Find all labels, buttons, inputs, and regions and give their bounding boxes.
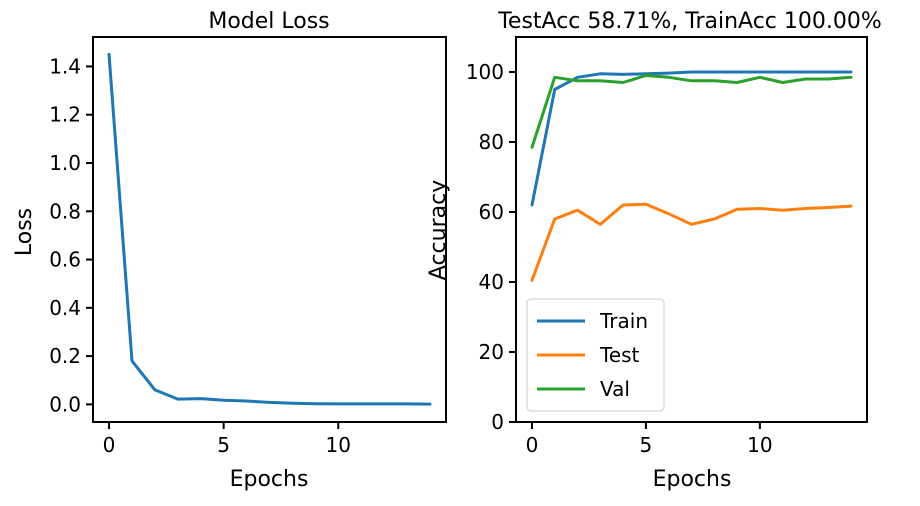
loss-chart: Model Loss Epochs Loss 0 5 100.00.20.40.60… — [12, 9, 447, 492]
y-tick-label: 0 — [491, 410, 504, 434]
y-tick-label: 1.2 — [49, 103, 81, 127]
legend: Train Test Val — [526, 298, 665, 412]
legend-box — [526, 298, 665, 412]
loss-y-axis-label: Loss — [12, 208, 37, 256]
loss-x-axis-label: Epochs — [230, 467, 309, 492]
loss-lines — [107, 52, 432, 406]
loss-chart-title: Model Loss — [208, 9, 329, 34]
legend-label: Val — [600, 377, 630, 401]
y-tick-label: 100 — [466, 60, 504, 84]
accuracy-plot-frame — [515, 36, 868, 423]
series-line-test — [530, 202, 853, 282]
accuracy-x-axis-label: Epochs — [653, 467, 732, 492]
legend-items: Train Test Val — [537, 309, 648, 401]
y-tick-label: 1.0 — [49, 151, 81, 175]
accuracy-chart: TestAcc 58.71%, TrainAcc 100.00% Epochs … — [426, 9, 882, 492]
x-tick-label: 10 — [326, 433, 351, 457]
y-tick-label: 0.0 — [49, 392, 81, 416]
accuracy-y-axis-label: Accuracy — [426, 180, 451, 280]
series-line-train — [530, 70, 853, 207]
x-tick-label: 0 — [526, 433, 539, 457]
y-tick-label: 60 — [479, 200, 504, 224]
x-tick-label: 0 — [103, 433, 116, 457]
y-tick-label: 1.4 — [49, 54, 81, 78]
y-tick-label: 0.2 — [49, 344, 81, 368]
y-tick-label: 40 — [479, 270, 504, 294]
series-line-val — [530, 74, 853, 149]
accuracy-chart-title: TestAcc 58.71%, TrainAcc 100.00% — [497, 9, 882, 34]
x-tick-label: 5 — [217, 433, 230, 457]
loss-plot-frame — [92, 36, 447, 423]
x-tick-label: 10 — [747, 433, 772, 457]
loss-ticks: 0 5 10 0.0 0.2 0.4 0.6 0.8 1.0 1.2 1.4 — [49, 54, 351, 457]
y-tick-label: 0.8 — [49, 199, 81, 223]
legend-label: Train — [599, 309, 648, 333]
series-line-0 — [107, 52, 432, 406]
y-tick-label: 20 — [479, 340, 504, 364]
accuracy-lines — [530, 70, 853, 282]
x-tick-label: 5 — [640, 433, 653, 457]
y-tick-label: 80 — [479, 130, 504, 154]
y-tick-label: 0.4 — [49, 296, 81, 320]
y-tick-label: 0.6 — [49, 248, 81, 272]
legend-label: Test — [599, 343, 640, 367]
